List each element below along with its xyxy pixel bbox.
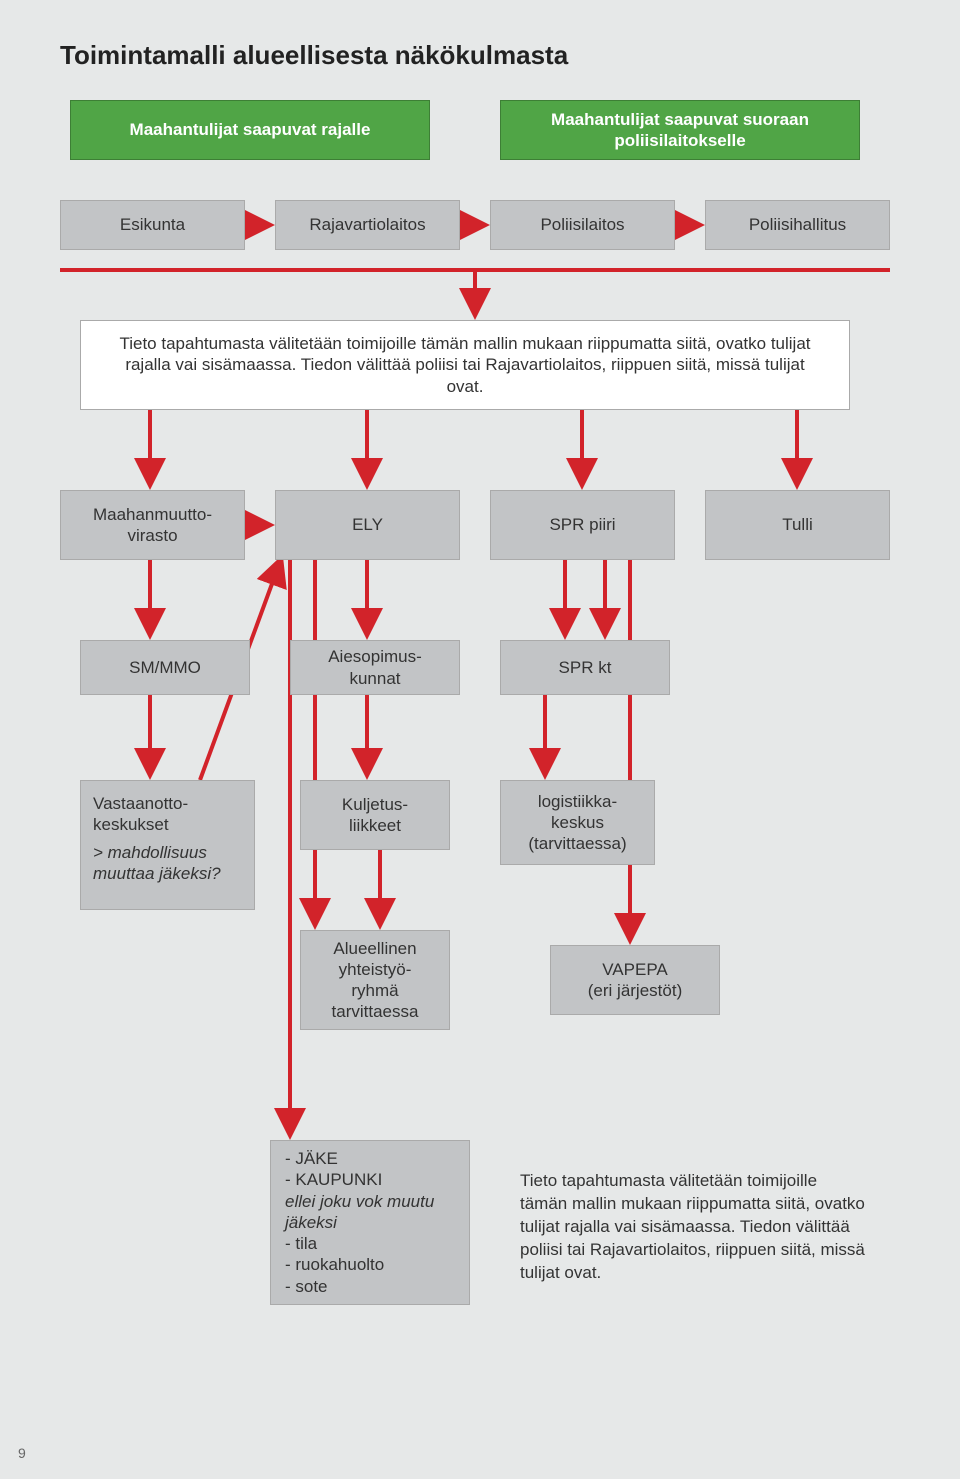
box-logistiikkakeskus: logistiikka- keskus (tarvittaessa): [500, 780, 655, 865]
r7-l4: - ruokahuolto: [285, 1254, 384, 1275]
box-aiesopimuskunnat: Aiesopimus- kunnat: [290, 640, 460, 695]
box-poliisihallitus: Poliisihallitus: [705, 200, 890, 250]
box-vapepa: VAPEPA (eri järjestöt): [550, 945, 720, 1015]
r7-l3: - tila: [285, 1233, 317, 1254]
box-jake: - JÄKE - KAUPUNKI ellei joku vok muutu j…: [270, 1140, 470, 1305]
r7-l0: - JÄKE: [285, 1148, 338, 1169]
r7-l2: ellei joku vok muutu jäkeksi: [285, 1191, 455, 1234]
box-vastaanottokeskukset: Vastaanotto- keskukset > mahdollisuus mu…: [80, 780, 255, 910]
box-green-left: Maahantulijat saapuvat rajalle: [70, 100, 430, 160]
box-info: Tieto tapahtumasta välitetään toimijoill…: [80, 320, 850, 410]
box-tulli: Tulli: [705, 490, 890, 560]
box-ely: ELY: [275, 490, 460, 560]
box-spr-kt: SPR kt: [500, 640, 670, 695]
box-smmmo: SM/MMO: [80, 640, 250, 695]
box-maahanmuuttovirasto: Maahanmuutto- virasto: [60, 490, 245, 560]
box-kuljetusliikkeet: Kuljetus- liikkeet: [300, 780, 450, 850]
r7-l5: - sote: [285, 1276, 328, 1297]
box-spr-piiri: SPR piiri: [490, 490, 675, 560]
box-rajavartiolaitos: Rajavartiolaitos: [275, 200, 460, 250]
row5a-l2: > mahdollisuus muuttaa jäkeksi?: [93, 842, 242, 885]
row5a-l1: Vastaanotto- keskukset: [93, 793, 188, 836]
box-alueellinen-yhteistyoryhma: Alueellinen yhteistyö- ryhmä tarvittaess…: [300, 930, 450, 1030]
box-poliisilaitos: Poliisilaitos: [490, 200, 675, 250]
box-green-right: Maahantulijat saapuvat suoraan poliisila…: [500, 100, 860, 160]
r7-l1: - KAUPUNKI: [285, 1169, 382, 1190]
box-esikunta: Esikunta: [60, 200, 245, 250]
